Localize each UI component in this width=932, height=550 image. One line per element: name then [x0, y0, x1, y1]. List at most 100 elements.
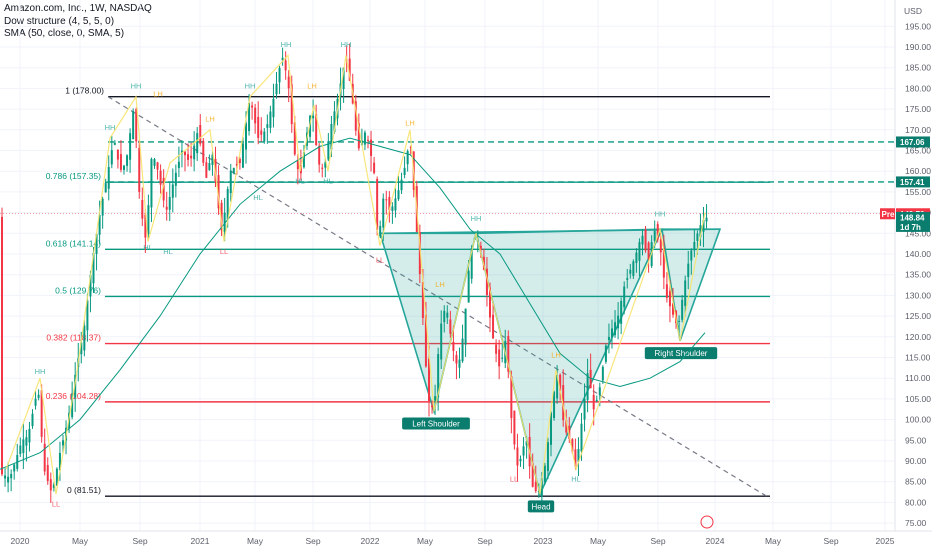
candle-body	[403, 167, 406, 176]
candle-body	[571, 439, 574, 452]
candle-body	[428, 358, 430, 401]
candle-body	[49, 479, 52, 491]
candle-body	[83, 325, 86, 351]
candle-body	[257, 116, 260, 138]
candle-body	[211, 154, 214, 165]
candle-body	[543, 465, 546, 483]
structure-labels: HH LL HH HH HL HL LH LH LL HH HH HH LH HL HL HL LL LH HH LH…	[35, 40, 666, 509]
candle-body	[110, 150, 113, 165]
candle-body	[226, 189, 229, 220]
candle-body	[13, 464, 16, 472]
candle-body	[702, 219, 705, 232]
candle-body	[693, 241, 696, 251]
dashed-trendline	[107, 96, 771, 499]
candle-body	[577, 448, 580, 462]
candle-body	[80, 342, 83, 355]
sma-50-line	[0, 137, 706, 470]
head-label: Head	[531, 502, 550, 511]
candle-body	[58, 452, 61, 471]
candle-body	[330, 124, 333, 150]
price-tick: 75.00	[905, 518, 927, 528]
candle-body	[138, 147, 141, 192]
candle-body	[562, 385, 565, 421]
candle-body	[144, 214, 147, 238]
structure-label: HH	[655, 210, 666, 219]
candle-body	[55, 468, 58, 486]
candle-body	[241, 143, 244, 168]
head-label-bg	[527, 500, 555, 513]
candle-body	[165, 206, 168, 210]
pre-badge-bg	[880, 208, 895, 220]
price-tick: 135.00	[905, 270, 931, 280]
candle-body	[501, 357, 504, 359]
structure-label: LH	[307, 81, 317, 90]
candle-body	[180, 150, 183, 154]
left-shoulder-label-bg	[402, 417, 470, 430]
candle-body	[580, 423, 583, 452]
candle-body	[174, 172, 177, 186]
structure-label: HL	[323, 177, 333, 186]
candle-body	[159, 170, 162, 185]
candle-body	[150, 158, 153, 208]
candle-body	[367, 139, 369, 141]
candle-body	[553, 391, 556, 419]
fib-label: 0.5 (129.76)	[55, 285, 101, 295]
candle-body	[263, 131, 266, 142]
price-tick: 90.00	[905, 456, 927, 466]
candle-body	[513, 410, 516, 445]
candle-body	[424, 314, 427, 367]
time-tick: Sep	[132, 536, 147, 546]
candle-body	[101, 198, 104, 216]
legend-study-dow[interactable]: Dow structure (4, 5, 5, 0)	[4, 15, 115, 27]
time-tick: Sep	[477, 536, 492, 546]
candle-body	[370, 139, 373, 156]
candle-body	[656, 224, 659, 240]
structure-label: LL	[220, 247, 228, 256]
candle-body	[10, 473, 13, 479]
candle-body	[598, 387, 601, 396]
candle-body	[495, 344, 498, 354]
time-tick: 2025	[876, 536, 895, 546]
candle-body	[421, 282, 424, 318]
candle-body	[665, 284, 668, 298]
candle-body	[485, 268, 488, 295]
candle-body	[455, 355, 458, 364]
candle-body	[193, 145, 196, 160]
candle-body	[318, 145, 321, 165]
dow-zigzag	[5, 53, 706, 495]
candle-body	[126, 155, 129, 166]
candle-body	[595, 399, 598, 402]
candle-body	[92, 252, 95, 284]
candle-body	[632, 261, 635, 276]
candle-body	[492, 314, 495, 339]
price-tick: 100.00	[905, 415, 931, 425]
candle-body	[196, 133, 199, 154]
candle-body	[25, 437, 28, 446]
candle-body	[565, 420, 568, 433]
structure-label: HH	[245, 81, 256, 90]
pre-badge: Pre	[882, 210, 895, 219]
candle-body	[690, 250, 693, 261]
candle-body	[397, 190, 400, 200]
candle-body	[1, 216, 3, 475]
candle-body	[644, 229, 647, 251]
grid	[0, 0, 895, 531]
candle-body	[546, 442, 549, 472]
legend-study-sma[interactable]: SMA (50, close, 0, SMA, 5)	[4, 28, 125, 39]
candle-body	[141, 200, 144, 219]
candle-body	[391, 206, 394, 211]
candle-body	[7, 476, 10, 483]
candle-body	[43, 443, 46, 472]
time-tick: May	[765, 536, 782, 546]
candle-body	[315, 113, 318, 146]
candle-body	[296, 160, 299, 170]
candle-body	[467, 270, 470, 303]
candle-body	[443, 310, 446, 323]
candle-body	[653, 231, 656, 241]
price-tick: 155.00	[905, 187, 931, 197]
time-axis: 2020 May Sep 2021 May Sep 2022 May Sep 2023 May Sep…	[0, 515, 932, 550]
candle-body	[629, 269, 632, 274]
candle-body	[321, 167, 324, 169]
candle-body	[245, 123, 247, 150]
